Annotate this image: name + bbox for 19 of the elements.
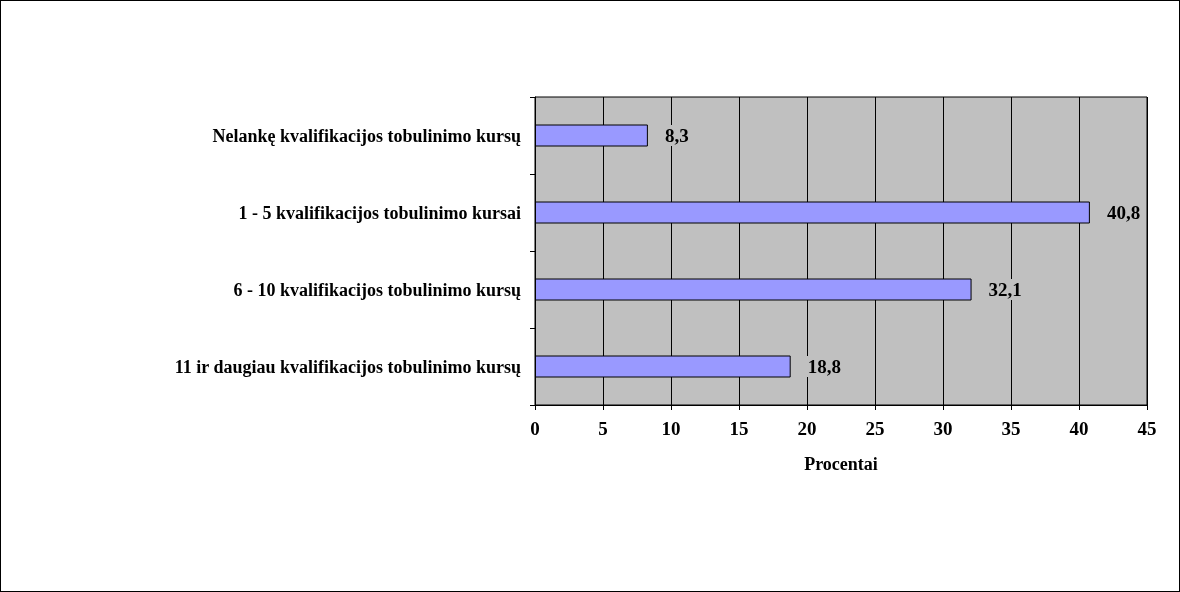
x-tick-label: 0: [530, 418, 540, 439]
data-label: 18,8: [807, 356, 841, 377]
x-tick-label: 10: [661, 418, 681, 439]
x-tick-label: 45: [1137, 418, 1157, 439]
x-tick-label: 35: [1001, 418, 1021, 439]
data-label: 40,8: [1106, 202, 1141, 223]
data-label: 32,1: [988, 279, 1022, 300]
x-tick-label: 25: [865, 418, 885, 439]
x-tick-label: 20: [797, 418, 817, 439]
y-tick-label: 6 - 10 kvalifikacijos tobulinimo kursų: [233, 279, 521, 300]
x-tick-label: 15: [729, 418, 749, 439]
x-tick-label: 30: [933, 418, 953, 439]
x-tick-label: 40: [1069, 418, 1089, 439]
data-label: 8,3: [664, 125, 689, 146]
y-tick-label: 11 ir daugiau kvalifikacijos tobulinimo kursų: [174, 356, 521, 377]
x-tick-label: 5: [598, 418, 608, 439]
x-axis-title: Procentai: [804, 454, 878, 474]
y-tick-label: 1 - 5 kvalifikacijos tobulinimo kursai: [238, 202, 521, 223]
y-tick-label: Nelankę kvalifikacijos tobulinimo kursų: [212, 125, 521, 146]
